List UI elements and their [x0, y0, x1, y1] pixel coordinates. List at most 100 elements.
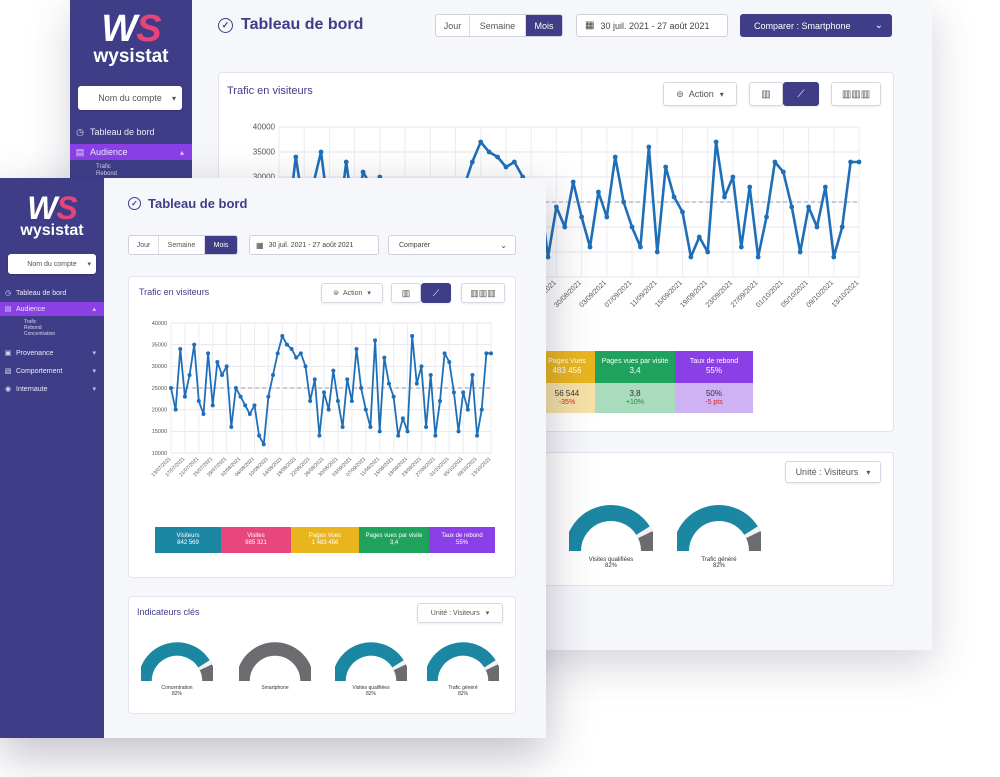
data-point	[797, 249, 803, 255]
page-title: ✓ Tableau de bord	[128, 196, 247, 211]
data-point	[345, 377, 350, 382]
line-chart-toggle[interactable]: ⟋	[783, 82, 819, 106]
sidebar-item-dashboard[interactable]: ◷ Tableau de bord	[70, 124, 192, 140]
period-mois[interactable]: Mois	[526, 15, 562, 36]
sidebar-item-dashboard[interactable]: ◷ Tableau de bord	[0, 286, 104, 300]
account-select[interactable]: Nom du compte ▾	[8, 254, 96, 274]
bar-chart-toggle[interactable]: ▥	[391, 283, 421, 303]
data-point	[780, 169, 786, 175]
sub-item-rebond[interactable]: Rebond	[24, 325, 42, 331]
page-title: ✓ Tableau de bord	[218, 16, 363, 34]
compare-select[interactable]: Comparer ⌄	[388, 235, 516, 255]
sidebar-item-label: Provenance	[16, 349, 54, 357]
sidebar-item-audience[interactable]: ▤ Audience ▴	[0, 302, 104, 316]
data-point	[489, 351, 493, 356]
stacked-chart-toggle[interactable]: ▥▥▥	[461, 283, 505, 303]
data-point	[638, 244, 643, 250]
data-point	[363, 407, 368, 412]
y-tick-label: 30000	[253, 173, 276, 182]
data-point	[814, 224, 820, 230]
chevron-down-icon: ▾	[92, 368, 96, 375]
data-point	[553, 204, 559, 210]
period-semaine[interactable]: Semaine	[470, 15, 526, 36]
data-point	[484, 351, 489, 356]
kpi-label: Pages vues par visite	[365, 532, 423, 539]
kpi-visites: Visites 985 321	[221, 527, 291, 553]
data-point	[196, 399, 201, 403]
unit-select[interactable]: Unité : Visiteurs ▾	[417, 603, 503, 623]
sidebar-item-label: Audience	[16, 305, 46, 313]
account-select[interactable]: Nom du compte ▾	[78, 86, 182, 110]
compare-select[interactable]: Comparer : Smartphone ⌄	[740, 14, 892, 37]
bar-chart-toggle[interactable]: ▥	[749, 82, 783, 106]
sub-item-concentration[interactable]: Concentration	[24, 331, 56, 337]
data-point	[848, 159, 853, 165]
calendar-icon: ▦	[256, 240, 264, 250]
gauge-needle	[744, 526, 761, 539]
action-button[interactable]: ⊜ Action ▾	[663, 82, 737, 106]
provenance-icon: ▣	[4, 350, 12, 357]
data-point	[442, 351, 447, 356]
data-point	[317, 433, 322, 438]
sidebar-item-audience[interactable]: ▤ Audience ▴	[70, 144, 192, 160]
unit-select-label: Unité : Visiteurs	[795, 467, 859, 477]
sidebar-item-internaute[interactable]: ◉ Internaute ▾	[0, 382, 104, 396]
data-point	[424, 425, 429, 429]
action-button[interactable]: ⊜ Action ▾	[321, 283, 383, 303]
data-point	[238, 394, 243, 399]
sub-item-trafic[interactable]: Trafic	[24, 319, 37, 325]
data-point	[220, 373, 225, 377]
kpi-label: Pages vues par visite	[601, 357, 669, 365]
indicators-card: Indicateurs clés Unité : Visiteurs ▾ Con…	[128, 596, 516, 714]
gauge-concentration	[141, 642, 213, 682]
sub-item-rebond[interactable]: Rebond	[96, 171, 118, 177]
period-selector: Jour Semaine Mois	[128, 235, 238, 255]
gauge-needle	[392, 660, 406, 671]
data-point	[178, 347, 183, 351]
user-icon: ◉	[4, 386, 12, 393]
y-tick-label: 10000	[152, 451, 167, 457]
stacked-bar-icon: ▥▥▥	[841, 88, 871, 100]
period-jour[interactable]: Jour	[436, 15, 470, 36]
kpi-compare-value: 56 544	[554, 388, 580, 398]
compare-select-label: Comparer	[399, 241, 431, 249]
gauge-needle	[484, 660, 498, 671]
data-point	[671, 194, 677, 200]
line-chart-icon: ⟋	[797, 88, 805, 100]
traffic-card: Trafic en visiteurs ⊜ Action ▾ ▥ ⟋ ▥▥▥ 4…	[128, 276, 516, 578]
logo-wordmark: wysistat	[93, 46, 169, 67]
data-point	[545, 254, 551, 260]
check-circle-icon: ✓	[218, 17, 233, 33]
kpi-value: 842 569	[177, 540, 199, 546]
period-semaine[interactable]: Semaine	[159, 236, 205, 254]
stacked-chart-toggle[interactable]: ▥▥▥	[831, 82, 881, 106]
data-point	[456, 429, 461, 434]
sub-item-trafic[interactable]: Trafic	[96, 164, 111, 170]
sidebar-item-comportement[interactable]: ▧ Comportement ▾	[0, 364, 104, 378]
data-point	[629, 224, 635, 230]
data-point	[247, 412, 252, 416]
data-point	[562, 224, 568, 230]
dashboard-icon: ◷	[4, 290, 12, 297]
sidebar-item-provenance[interactable]: ▣ Provenance ▾	[0, 346, 104, 360]
gauge-trafic-genere-back	[677, 505, 761, 552]
kpi-value: 3,4	[389, 540, 399, 546]
period-jour[interactable]: Jour	[129, 236, 159, 254]
data-point	[312, 377, 317, 382]
data-point	[303, 364, 308, 369]
audience-icon: ▤	[4, 306, 12, 313]
data-point	[229, 425, 234, 429]
y-tick-label: 40000	[253, 123, 276, 132]
data-point	[738, 244, 744, 250]
kpi-label: Visiteurs	[176, 532, 200, 539]
gauge-visites-qualifiees	[335, 642, 407, 682]
data-point	[722, 194, 727, 200]
unit-select-back[interactable]: Unité : Visiteurs ▾	[785, 461, 881, 483]
line-chart-toggle[interactable]: ⟋	[421, 283, 451, 303]
account-select-label: Nom du compte	[27, 260, 77, 268]
period-mois[interactable]: Mois	[205, 236, 237, 254]
date-range-picker[interactable]: ▦ 30 juil. 2021 - 27 août 2021	[576, 14, 728, 37]
date-range-picker[interactable]: ▦ 30 juil. 2021 - 27 août 2021	[249, 235, 379, 255]
data-point	[856, 159, 862, 165]
chevron-down-icon: ▾	[367, 290, 371, 297]
